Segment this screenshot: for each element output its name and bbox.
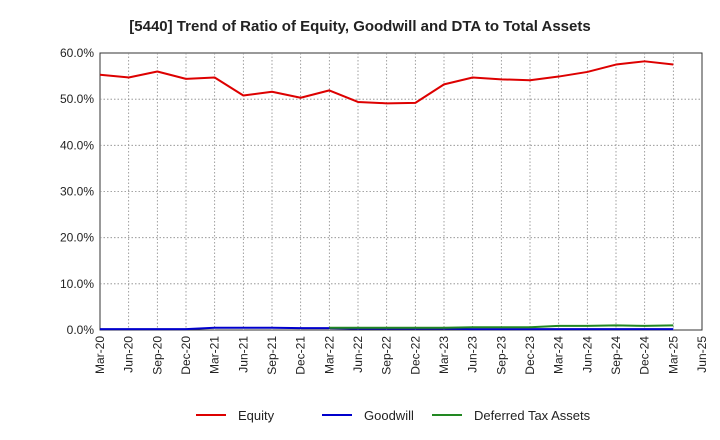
chart-title: [5440] Trend of Ratio of Equity, Goodwil… bbox=[129, 18, 590, 35]
x-tick-label: Mar-25 bbox=[666, 336, 680, 374]
x-tick-label: Jun-20 bbox=[122, 336, 136, 373]
x-tick-label: Dec-22 bbox=[408, 336, 422, 375]
x-tick-label: Jun-25 bbox=[695, 336, 709, 373]
x-tick-label: Dec-23 bbox=[523, 336, 537, 375]
y-tick-label: 60.0% bbox=[60, 46, 94, 60]
x-tick-label: Jun-22 bbox=[351, 336, 365, 373]
series-line-deferred-tax-assets bbox=[329, 324, 674, 329]
y-tick-label: 10.0% bbox=[60, 277, 94, 291]
x-tick-label: Sep-22 bbox=[380, 336, 394, 375]
x-tick-label: Sep-24 bbox=[609, 336, 623, 375]
x-tick-label: Sep-21 bbox=[265, 336, 279, 375]
legend-label: Equity bbox=[238, 408, 275, 423]
x-tick-label: Sep-23 bbox=[494, 336, 508, 375]
x-tick-label: Jun-24 bbox=[580, 336, 594, 373]
y-tick-label: 0.0% bbox=[67, 323, 95, 337]
x-tick-label: Jun-23 bbox=[466, 336, 480, 373]
x-tick-label: Mar-24 bbox=[552, 336, 566, 374]
x-tick-label: Dec-21 bbox=[294, 336, 308, 375]
x-tick-label: Dec-24 bbox=[638, 336, 652, 375]
x-axis: Mar-20 Jun-20 Sep-20 Dec-20 Mar-21 Jun-21 Sep-… bbox=[93, 336, 709, 375]
x-tick-label: Dec-20 bbox=[179, 336, 193, 375]
series-lines bbox=[99, 60, 674, 331]
series-line-equity bbox=[99, 60, 674, 105]
y-tick-label: 40.0% bbox=[60, 138, 94, 152]
y-tick-label: 20.0% bbox=[60, 231, 94, 245]
x-tick-label: Mar-21 bbox=[208, 336, 222, 374]
legend-label: Deferred Tax Assets bbox=[474, 408, 591, 423]
x-tick-label: Mar-22 bbox=[322, 336, 336, 374]
y-axis: 0.0% 10.0% 20.0% 30.0% 40.0% 50.0% 60.0% bbox=[60, 46, 94, 337]
x-tick-label: Jun-21 bbox=[236, 336, 250, 373]
x-tick-label: Sep-20 bbox=[150, 336, 164, 375]
legend-label: Goodwill bbox=[364, 408, 414, 423]
legend: Equity Goodwill Deferred Tax Assets bbox=[196, 408, 591, 423]
x-tick-label: Mar-23 bbox=[437, 336, 451, 374]
x-tick-label: Mar-20 bbox=[93, 336, 107, 374]
y-tick-label: 30.0% bbox=[60, 185, 94, 199]
y-tick-label: 50.0% bbox=[60, 92, 94, 106]
gridlines bbox=[100, 53, 702, 330]
